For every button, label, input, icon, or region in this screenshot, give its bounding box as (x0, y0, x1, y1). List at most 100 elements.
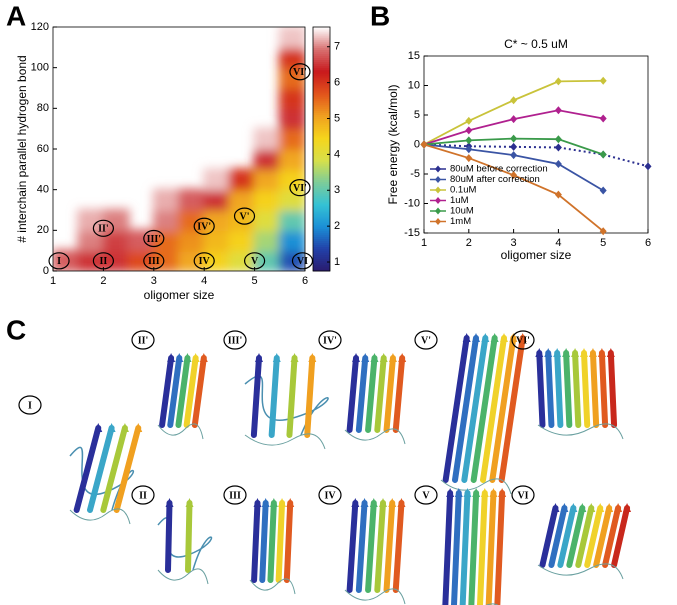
colorbar-step (313, 88, 330, 91)
heat-cell (203, 188, 231, 211)
annotation: IV' (197, 222, 211, 233)
y-axis-label: Free energy (kcal/mol) (386, 84, 400, 204)
strand-arrow (605, 503, 614, 512)
panel-label: A (6, 0, 26, 31)
coil (537, 563, 624, 580)
strand-arrow (269, 498, 278, 507)
heat-cell (178, 209, 206, 232)
legend-marker (435, 218, 441, 225)
beta-strand (611, 505, 631, 568)
beta-strand (175, 355, 191, 428)
colorbar-step (313, 49, 330, 52)
legend-label: 80uM after correction (450, 174, 540, 185)
strand-arrow (272, 353, 281, 362)
annotation: II (100, 256, 108, 267)
point (510, 134, 518, 143)
heat-cell (77, 209, 105, 232)
structure-label-circle (414, 485, 438, 505)
colorbar-step (313, 179, 330, 183)
annotation: V' (240, 211, 250, 222)
point (554, 77, 562, 86)
colorbar-step (313, 218, 330, 221)
strand-arrow (379, 498, 388, 507)
annotation-circle (291, 252, 314, 270)
structure-label: VI' (516, 335, 530, 346)
colorbar-step (313, 212, 330, 215)
colorbar-step (313, 39, 330, 42)
colorbar-step (313, 75, 330, 79)
colorbar-step (313, 248, 330, 252)
beta-strand (113, 425, 142, 513)
heat-cell (253, 209, 281, 232)
heat-cell (253, 127, 281, 150)
heat-cell (152, 188, 180, 211)
protein-structure (157, 498, 213, 585)
colorbar-step (313, 242, 330, 246)
colorbar-step (313, 77, 330, 81)
x-axis-label: oligomer size (501, 248, 572, 262)
point (510, 142, 518, 151)
structure-label-circle (223, 330, 247, 350)
strand-arrow (107, 423, 116, 432)
colorbar-step (313, 250, 330, 254)
colorbar-step (313, 169, 330, 172)
beta-strand (539, 505, 559, 568)
strand-arrow (553, 348, 562, 357)
protein-structure (440, 333, 527, 495)
colorbar-step (313, 140, 330, 144)
x-axis-label: oligomer size (144, 288, 215, 302)
protein-structure (441, 488, 507, 605)
strand-arrow (134, 423, 143, 432)
colorbar-step (313, 157, 330, 160)
heat-cell (53, 249, 80, 271)
colorbar-step (313, 181, 330, 185)
structure-label: I (28, 400, 32, 411)
beta-strand (598, 350, 609, 428)
colorbar-step (313, 197, 330, 201)
colorbar-step (313, 210, 330, 213)
point (465, 136, 473, 145)
colorbar-step (313, 146, 330, 150)
strand-arrow (580, 348, 589, 357)
heat-cell (278, 229, 305, 252)
colorbar-step (313, 144, 330, 148)
annotation: II' (98, 224, 109, 235)
legend-marker (435, 207, 441, 215)
beta-strand (480, 335, 507, 483)
colorbar-step (313, 236, 330, 239)
colorbar-step (313, 118, 330, 122)
strand-arrow (388, 353, 397, 362)
beta-strand (548, 505, 568, 568)
beta-strand (167, 355, 183, 428)
point (510, 96, 518, 105)
y-tick-label: 40 (37, 184, 49, 196)
heat-cell (203, 168, 231, 191)
point (554, 159, 562, 168)
heat-cell (228, 168, 256, 191)
colorbar-step (313, 100, 330, 103)
strand-arrow (360, 498, 369, 507)
colorbar-step (313, 61, 330, 65)
point (510, 115, 518, 124)
colorbar-step (313, 98, 330, 101)
colorbar-step (313, 203, 330, 207)
heat-cell (253, 148, 281, 171)
point (554, 143, 562, 152)
colorbar-step (313, 79, 330, 83)
colorbar-step (313, 53, 330, 56)
colorbar-step (313, 47, 330, 50)
colorbar-step (313, 132, 330, 136)
colorbar-step (313, 45, 330, 48)
colorbar-step (313, 193, 330, 197)
x-tick-label: 6 (645, 237, 651, 249)
strand-arrow (397, 498, 406, 507)
colorbar-step (313, 27, 330, 30)
heat-cell (228, 229, 256, 252)
strand-arrow (254, 353, 263, 362)
colorbar-step (313, 240, 330, 244)
protein-structure (537, 503, 632, 580)
beta-strand (159, 355, 175, 428)
colorbar-step (313, 104, 330, 107)
protein-structure (344, 353, 407, 445)
colorbar-step (313, 258, 330, 262)
